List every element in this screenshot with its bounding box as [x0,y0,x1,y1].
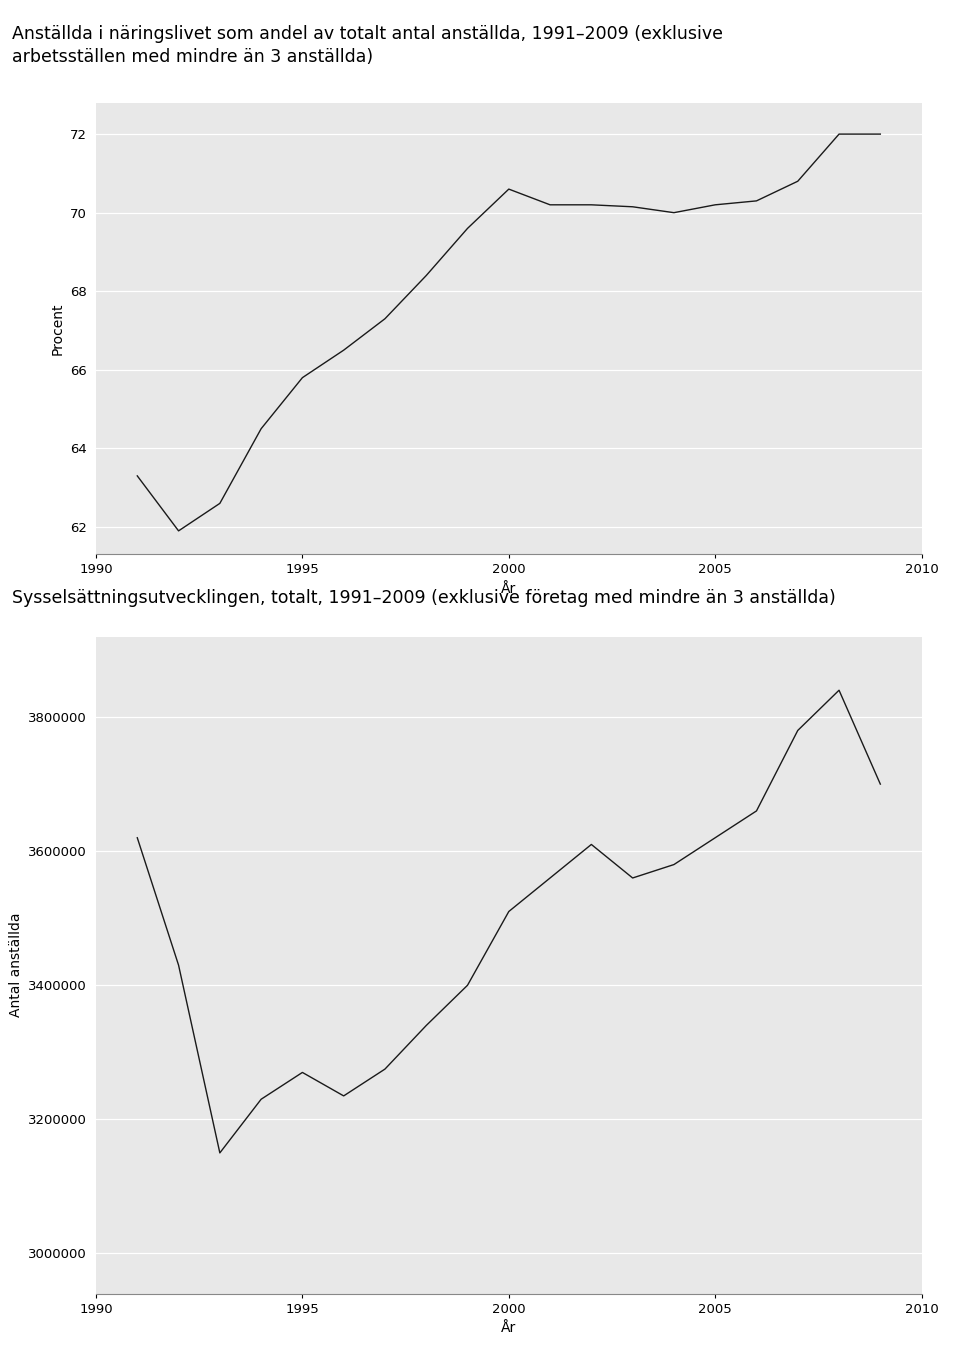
Y-axis label: Procent: Procent [51,303,64,355]
Text: Sysselsättningsutvecklingen, totalt, 1991–2009 (exklusive företag med mindre än : Sysselsättningsutvecklingen, totalt, 199… [12,589,835,606]
Y-axis label: Antal anställda: Antal anställda [9,913,22,1017]
Text: Anställda i näringslivet som andel av totalt antal anställda, 1991–2009 (exklusi: Anställda i näringslivet som andel av to… [12,25,723,42]
X-axis label: År: År [501,582,516,596]
X-axis label: År: År [501,1321,516,1335]
Text: arbetsställen med mindre än 3 anställda): arbetsställen med mindre än 3 anställda) [12,48,372,66]
